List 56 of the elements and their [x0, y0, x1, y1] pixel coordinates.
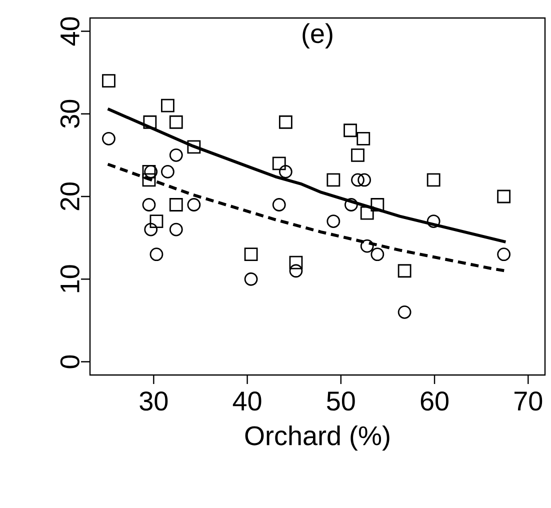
point [289, 264, 303, 278]
x-tick-label: 30 [140, 392, 168, 411]
point [169, 222, 183, 236]
y-tick-label: 20 [60, 182, 80, 210]
x-tick-label: 40 [232, 392, 262, 411]
point [351, 148, 364, 162]
y-tick-label: 10 [60, 265, 80, 292]
point [272, 198, 286, 212]
annotation: (e) [302, 23, 332, 48]
point [169, 198, 183, 212]
point [244, 248, 258, 262]
point [144, 222, 158, 236]
point [370, 248, 384, 262]
x-tick-label: 70 [514, 392, 542, 411]
point [150, 214, 164, 228]
x-tick-label: 50 [326, 392, 355, 411]
point [356, 132, 370, 146]
point [150, 248, 164, 262]
y-tick-label: 30 [60, 100, 80, 128]
point [187, 198, 201, 212]
point [102, 132, 116, 146]
point [360, 206, 374, 220]
line-series [106, 107, 508, 244]
point [370, 198, 384, 212]
point [398, 305, 412, 319]
y-tick-label: 40 [60, 17, 80, 46]
point [278, 165, 292, 178]
x-axis-title: Orchard (%) [245, 425, 390, 451]
point [351, 173, 364, 187]
line-series [106, 162, 508, 272]
point [497, 190, 511, 204]
point [426, 173, 440, 187]
x-tick-label: 60 [420, 392, 448, 411]
point [244, 272, 258, 286]
point [344, 198, 358, 212]
point [497, 248, 511, 262]
point [426, 214, 440, 228]
point [272, 156, 286, 170]
point [358, 173, 372, 187]
point [187, 140, 201, 154]
point [142, 173, 156, 187]
point [398, 264, 412, 278]
point [169, 115, 183, 129]
point [278, 115, 292, 129]
point [326, 214, 340, 228]
point [142, 198, 156, 212]
point [102, 74, 116, 88]
point [289, 256, 303, 270]
y-tick-label: 0 [60, 355, 80, 368]
point [344, 124, 357, 138]
point [143, 115, 157, 129]
point [169, 148, 183, 162]
point [326, 173, 340, 187]
point [360, 239, 374, 253]
point [161, 98, 174, 112]
point [161, 165, 174, 178]
